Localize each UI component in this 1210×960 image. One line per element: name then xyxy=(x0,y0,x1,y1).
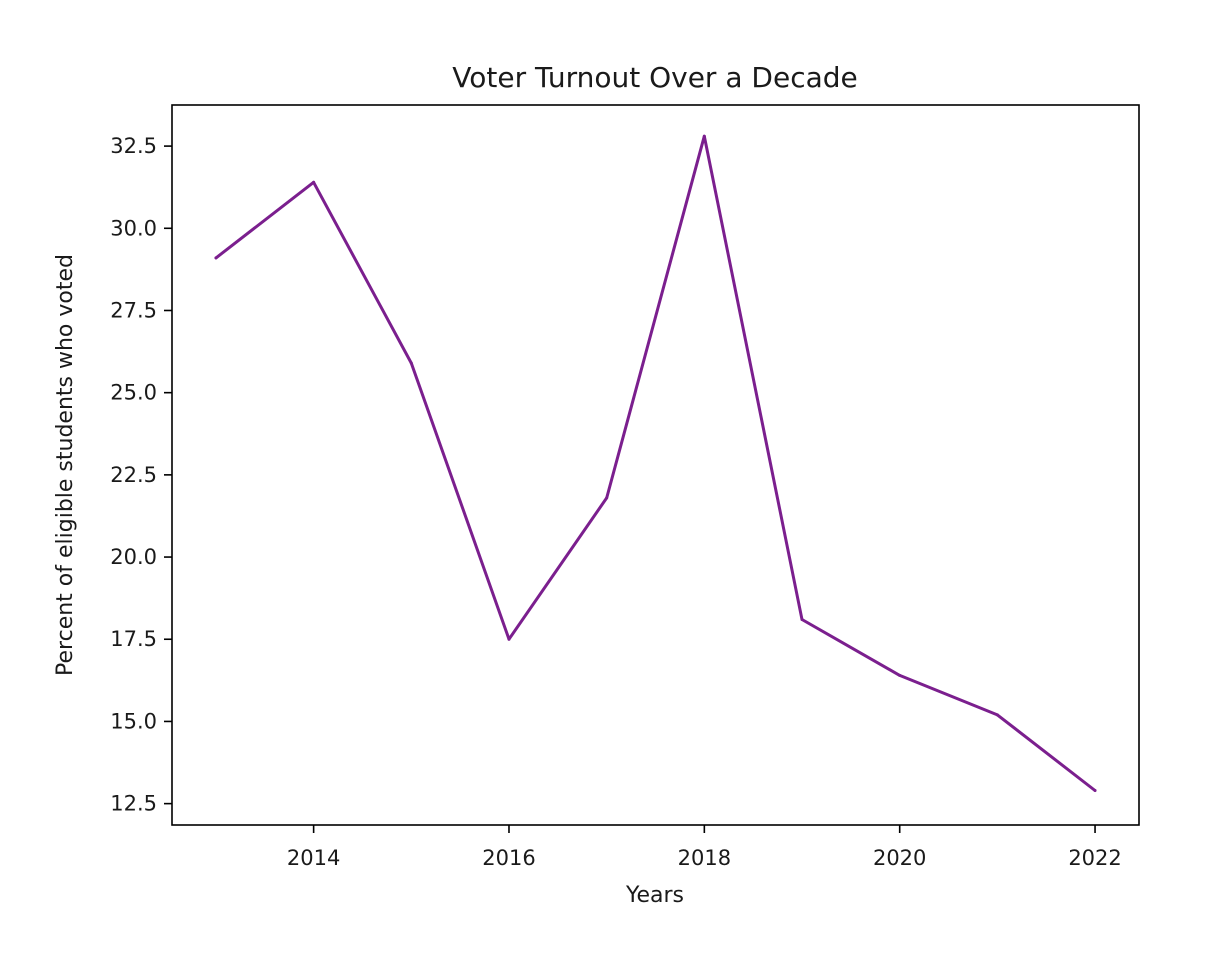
plot-area-frame xyxy=(171,104,1140,826)
x-tick-label: 2016 xyxy=(482,846,535,870)
x-tick-label: 2022 xyxy=(1068,846,1121,870)
data-point xyxy=(995,713,999,717)
data-point xyxy=(214,256,218,260)
data-point xyxy=(800,618,804,622)
series-points xyxy=(214,134,1097,792)
x-axis: 2014 2016 2018 2020 2022 xyxy=(287,825,1122,870)
y-axis: 12.5 15.0 17.5 20.0 22.5 25.0 27.5 30.0 32.5 xyxy=(110,134,172,816)
y-tick-label: 17.5 xyxy=(110,627,157,651)
data-point xyxy=(409,361,413,365)
data-point xyxy=(702,134,706,138)
x-tick-label: 2020 xyxy=(873,846,926,870)
y-tick-label: 20.0 xyxy=(110,545,157,569)
y-tick-label: 30.0 xyxy=(110,216,157,240)
y-tick-label: 15.0 xyxy=(110,709,157,733)
chart-title: Voter Turnout Over a Decade xyxy=(452,61,858,94)
y-tick-label: 12.5 xyxy=(110,792,157,816)
data-point xyxy=(898,673,902,677)
data-point xyxy=(605,496,609,500)
x-axis-label: Years xyxy=(625,883,684,908)
x-tick-label: 2018 xyxy=(678,846,731,870)
y-axis-label: Percent of eligible students who voted xyxy=(53,254,78,676)
y-tick-label: 22.5 xyxy=(110,463,157,487)
x-tick-label: 2014 xyxy=(287,846,340,870)
data-point xyxy=(1093,788,1097,792)
y-tick-label: 25.0 xyxy=(110,381,157,405)
data-point xyxy=(312,180,316,184)
y-tick-label: 27.5 xyxy=(110,298,157,322)
series-line xyxy=(214,134,1097,792)
data-point xyxy=(507,637,511,641)
y-tick-label: 32.5 xyxy=(110,134,157,158)
